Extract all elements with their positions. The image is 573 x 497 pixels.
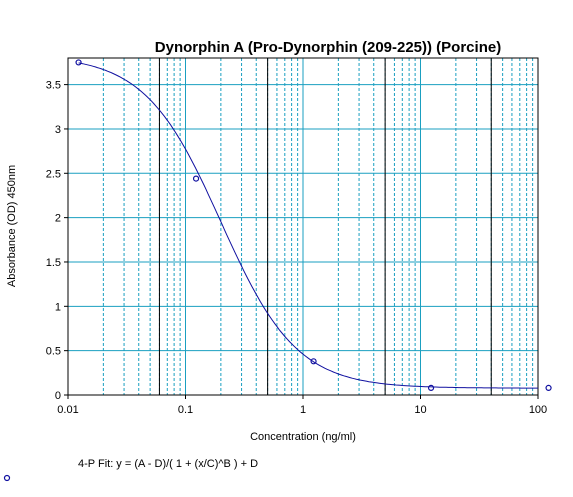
y-tick-label: 2 (55, 213, 61, 225)
vertical-marker-layer (158, 58, 492, 395)
y-tick-label: 0 (55, 390, 61, 402)
y-tick-label: 0.5 (46, 346, 61, 358)
x-tick-label: 10 (414, 404, 426, 416)
x-tick-label: 0.1 (178, 404, 193, 416)
grid-layer (68, 58, 538, 395)
chart-title: Dynorphin A (Pro-Dynorphin (209-225)) (P… (155, 39, 501, 56)
legend-point-symbol (3, 474, 11, 482)
data-point (427, 384, 435, 392)
y-axis-label: Absorbance (OD) 450nm (6, 165, 18, 287)
fit-equation: 4-P Fit: y = (A - D)/( 1 + (x/C)^B ) + D (78, 458, 258, 470)
fit-curve-layer (78, 62, 538, 389)
x-tick-label: 100 (529, 404, 547, 416)
ticks-layer: 0.01 0.1 1 10 100 0 0.5 1 1.5 2 2.5 3 3.5 (46, 80, 547, 416)
fit-curve (78, 62, 538, 389)
data-point (310, 358, 317, 365)
data-points-layer (75, 59, 552, 392)
y-tick-label: 3 (55, 124, 61, 136)
data-point (75, 59, 82, 66)
x-tick-label: 0.01 (57, 404, 78, 416)
y-tick-label: 2.5 (46, 168, 61, 180)
data-point (192, 175, 200, 182)
x-axis-label: Concentration (ng/ml) (250, 431, 356, 443)
y-tick-label: 1 (55, 301, 61, 313)
y-tick-label: 1.5 (46, 257, 61, 269)
x-tick-label: 1 (300, 404, 306, 416)
data-point (545, 384, 552, 392)
y-tick-label: 3.5 (46, 80, 61, 92)
